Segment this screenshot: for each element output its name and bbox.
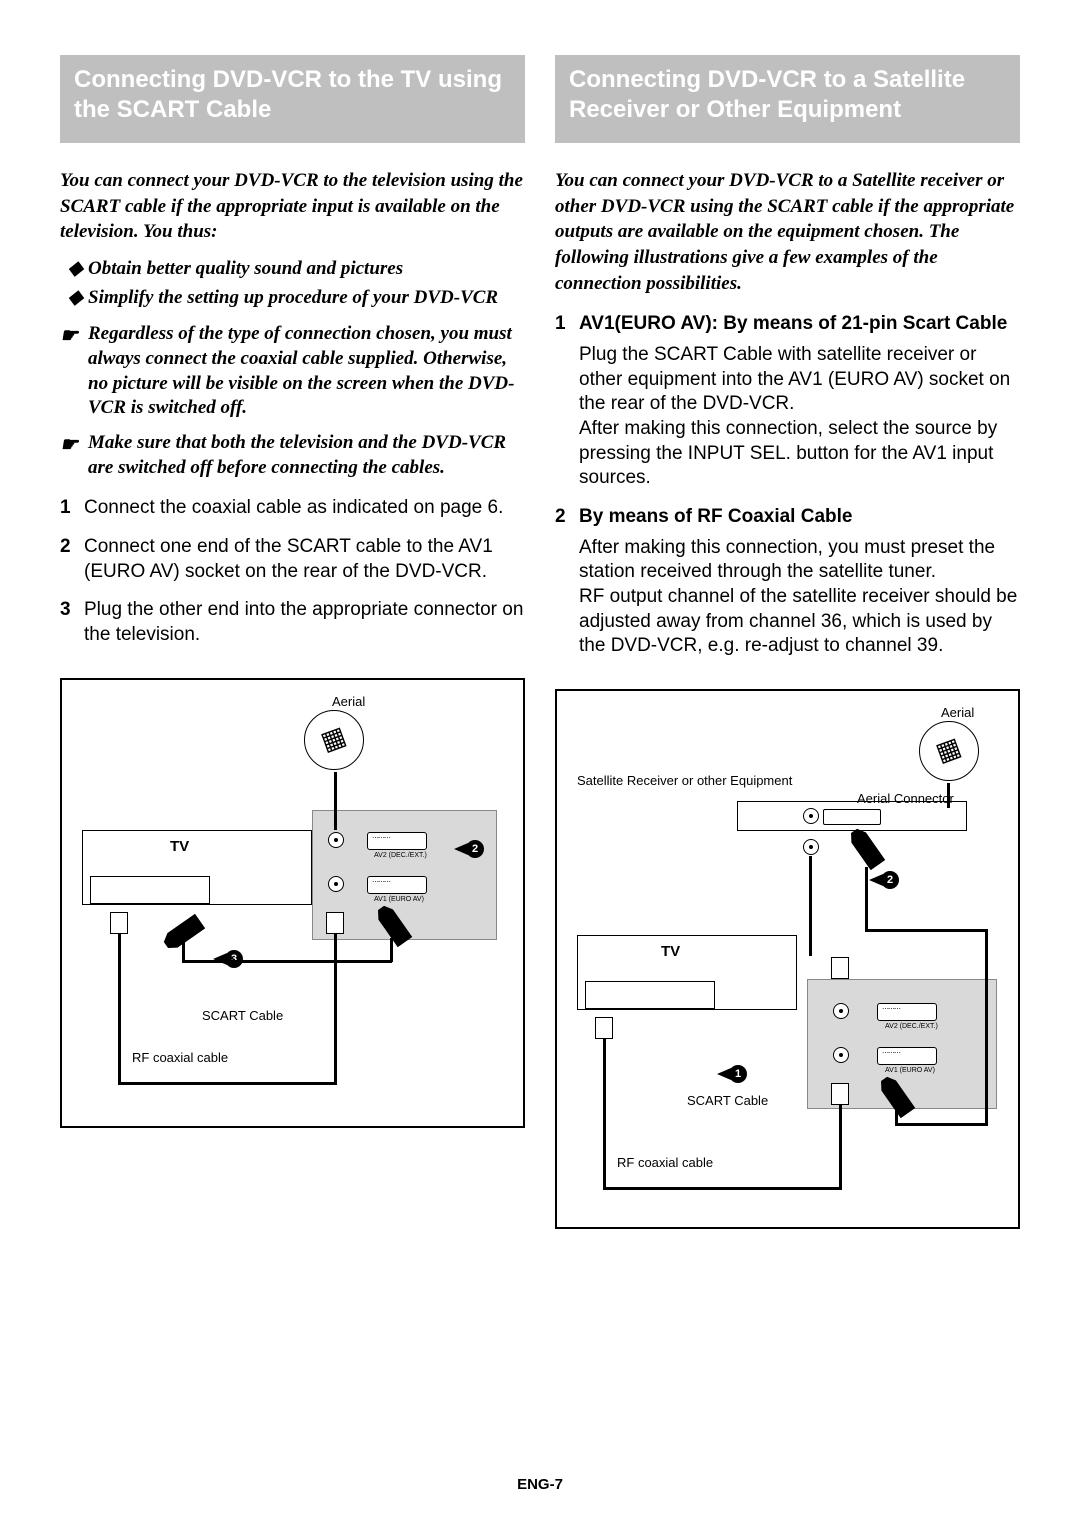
page-columns: Connecting DVD-VCR to the TV using the S…: [60, 55, 1020, 1229]
left-step-2-text: Connect one end of the SCART cable to th…: [84, 535, 525, 584]
step-number: 1: [60, 496, 84, 521]
pointing-hand-icon: ☛: [60, 322, 88, 421]
callout-2: 2: [466, 840, 484, 858]
aerial-cable-v-r: [947, 783, 950, 808]
left-step-1: 1 Connect the coaxial cable as indicated…: [60, 496, 525, 521]
step-number: 2: [60, 535, 84, 584]
rf-h-r: [603, 1187, 842, 1190]
rf-cable-v2: [334, 934, 337, 1084]
left-note-2: ☛ Make sure that both the television and…: [60, 431, 525, 480]
av2-label: AV2 (DEC./EXT.): [374, 852, 427, 859]
coax-in-port: [328, 832, 344, 848]
left-header-title: Connecting DVD-VCR to the TV using the S…: [74, 65, 511, 125]
item-number: 1: [555, 312, 579, 491]
sat-to-dvd-cable: [809, 856, 812, 956]
aerial-cable: [334, 772, 337, 830]
item-number: 2: [555, 505, 579, 659]
scart-cable-h: [182, 960, 392, 963]
left-steps: 1 Connect the coaxial cable as indicated…: [60, 496, 525, 647]
rf-cable-label: RF coaxial cable: [132, 1050, 228, 1065]
left-note-2-text: Make sure that both the television and t…: [88, 431, 525, 480]
aerial-icon: [304, 710, 364, 770]
scart-right-v: [985, 929, 988, 1125]
tv-label-r: TV: [661, 943, 680, 960]
aerial-connector-label: Aerial Connector: [857, 791, 954, 806]
sat-coax-out: [803, 839, 819, 855]
av2-port: [367, 832, 427, 850]
left-bullet-2-text: Simplify the setting up procedure of you…: [88, 286, 498, 311]
coax-plug-tv-r: [595, 1017, 613, 1039]
right-item-1-head: AV1(EURO AV): By means of 21-pin Scart C…: [579, 312, 1020, 337]
rf-cable-h: [118, 1082, 337, 1085]
rf-cable-label-r: RF coaxial cable: [617, 1155, 713, 1170]
step-number: 3: [60, 598, 84, 647]
right-items: 1 AV1(EURO AV): By means of 21-pin Scart…: [555, 312, 1020, 659]
right-diagram: Aerial Satellite Receiver or other Equip…: [555, 689, 1020, 1229]
left-bullet-list: ◆ Obtain better quality sound and pictur…: [60, 257, 525, 310]
aerial-icon-r: [919, 721, 979, 781]
left-bullet-1-text: Obtain better quality sound and pictures: [88, 257, 403, 282]
left-note-1: ☛ Regardless of the type of connection c…: [60, 322, 525, 421]
left-step-2: 2 Connect one end of the SCART cable to …: [60, 535, 525, 584]
tv-label: TV: [170, 838, 189, 855]
scart-cable-v2: [390, 938, 393, 962]
scart-sat-h: [865, 929, 987, 932]
right-header-box: Connecting DVD-VCR to a Satellite Receiv…: [555, 55, 1020, 143]
right-column: Connecting DVD-VCR to a Satellite Receiv…: [555, 55, 1020, 1229]
diamond-bullet-icon: ◆: [60, 286, 88, 311]
callout-3: 3: [225, 950, 243, 968]
scart-bottom-h: [895, 1123, 988, 1126]
scart-cable-v1: [182, 942, 185, 962]
callout-1-r: 1: [729, 1065, 747, 1083]
coax-plug-dvd: [326, 912, 344, 934]
coax-plug-dvd-out-r: [831, 1083, 849, 1105]
rf-v2-r: [839, 1105, 842, 1189]
av2-port-r: [877, 1003, 937, 1021]
scart-sat-v: [865, 867, 868, 931]
left-step-1-text: Connect the coaxial cable as indicated o…: [84, 496, 525, 521]
scart-cable-label-r: SCART Cable: [687, 1093, 768, 1108]
coax-plug-tv: [110, 912, 128, 934]
left-intro: You can connect your DVD-VCR to the tele…: [60, 168, 525, 245]
left-column: Connecting DVD-VCR to the TV using the S…: [60, 55, 525, 1229]
right-intro: You can connect your DVD-VCR to a Satell…: [555, 168, 1020, 296]
coax-plug-dvd-in-r: [831, 957, 849, 979]
av1-label-r: AV1 (EURO AV): [885, 1067, 935, 1074]
right-item-1: 1 AV1(EURO AV): By means of 21-pin Scart…: [555, 312, 1020, 491]
sat-label: Satellite Receiver or other Equipment: [577, 773, 792, 788]
coax-out-port: [328, 876, 344, 892]
pointing-hand-icon: ☛: [60, 431, 88, 480]
left-note-1-text: Regardless of the type of connection cho…: [88, 322, 525, 421]
av2-label-r: AV2 (DEC./EXT.): [885, 1023, 938, 1030]
scart-plug-sat: [847, 826, 886, 871]
left-diagram: Aerial TV AV2 (DEC./EXT.) AV1 (EURO AV) …: [60, 678, 525, 1128]
tv-rear-panel-r: [585, 981, 715, 1009]
aerial-label: Aerial: [332, 694, 365, 709]
callout-2-r: 2: [881, 871, 899, 889]
left-header-box: Connecting DVD-VCR to the TV using the S…: [60, 55, 525, 143]
rf-cable-v1: [118, 934, 121, 1084]
rf-v1-r: [603, 1039, 606, 1189]
left-step-3: 3 Plug the other end into the appropriat…: [60, 598, 525, 647]
aerial-label-r: Aerial: [941, 705, 974, 720]
av1-port-r: [877, 1047, 937, 1065]
left-bullet-2: ◆ Simplify the setting up procedure of y…: [60, 286, 525, 311]
av1-label: AV1 (EURO AV): [374, 896, 424, 903]
right-item-2: 2 By means of RF Coaxial Cable After mak…: [555, 505, 1020, 659]
right-item-2-head: By means of RF Coaxial Cable: [579, 505, 1020, 530]
right-header-title: Connecting DVD-VCR to a Satellite Receiv…: [569, 65, 1006, 125]
page-number: ENG-7: [0, 1476, 1080, 1493]
av1-port: [367, 876, 427, 894]
left-step-3-text: Plug the other end into the appropriate …: [84, 598, 525, 647]
right-item-1-body: Plug the SCART Cable with satellite rece…: [579, 344, 1010, 488]
right-item-2-body: After making this connection, you must p…: [579, 537, 1017, 657]
tv-rear-panel: [90, 876, 210, 904]
diamond-bullet-icon: ◆: [60, 257, 88, 282]
scart-bottom-v: [895, 1109, 898, 1125]
scart-cable-label: SCART Cable: [202, 1008, 283, 1023]
left-bullet-1: ◆ Obtain better quality sound and pictur…: [60, 257, 525, 282]
